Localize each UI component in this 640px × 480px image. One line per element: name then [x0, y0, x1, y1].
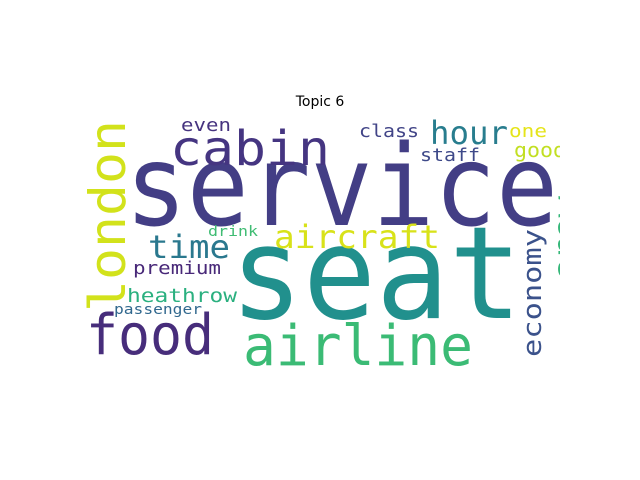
- word-premium: premium: [133, 258, 221, 279]
- word-service: service: [125, 122, 558, 252]
- word-aircraft: aircraft: [274, 218, 440, 256]
- word-time: time: [148, 228, 230, 266]
- word-class: class: [359, 121, 419, 142]
- word-hour: hour: [430, 117, 508, 152]
- word-london: london: [80, 120, 137, 312]
- word-staff: staff: [420, 145, 480, 166]
- word-even: even: [181, 117, 231, 136]
- word-cloud: seat service airline food cabin london a…: [80, 117, 560, 377]
- word-good: good: [514, 138, 560, 162]
- plot-title: Topic 6: [295, 94, 345, 110]
- word-cabin: cabin: [170, 121, 330, 177]
- word-economy: economy: [518, 229, 548, 357]
- word-heathrow: heathrow: [127, 285, 238, 307]
- word-seat: seat: [230, 200, 522, 349]
- word-airline: airline: [243, 314, 473, 377]
- word-food: food: [86, 303, 214, 368]
- word-drink: drink: [208, 224, 259, 240]
- word-passenger: passenger: [114, 302, 202, 318]
- word-one: one: [509, 121, 547, 142]
- word-crew: crew: [546, 195, 560, 282]
